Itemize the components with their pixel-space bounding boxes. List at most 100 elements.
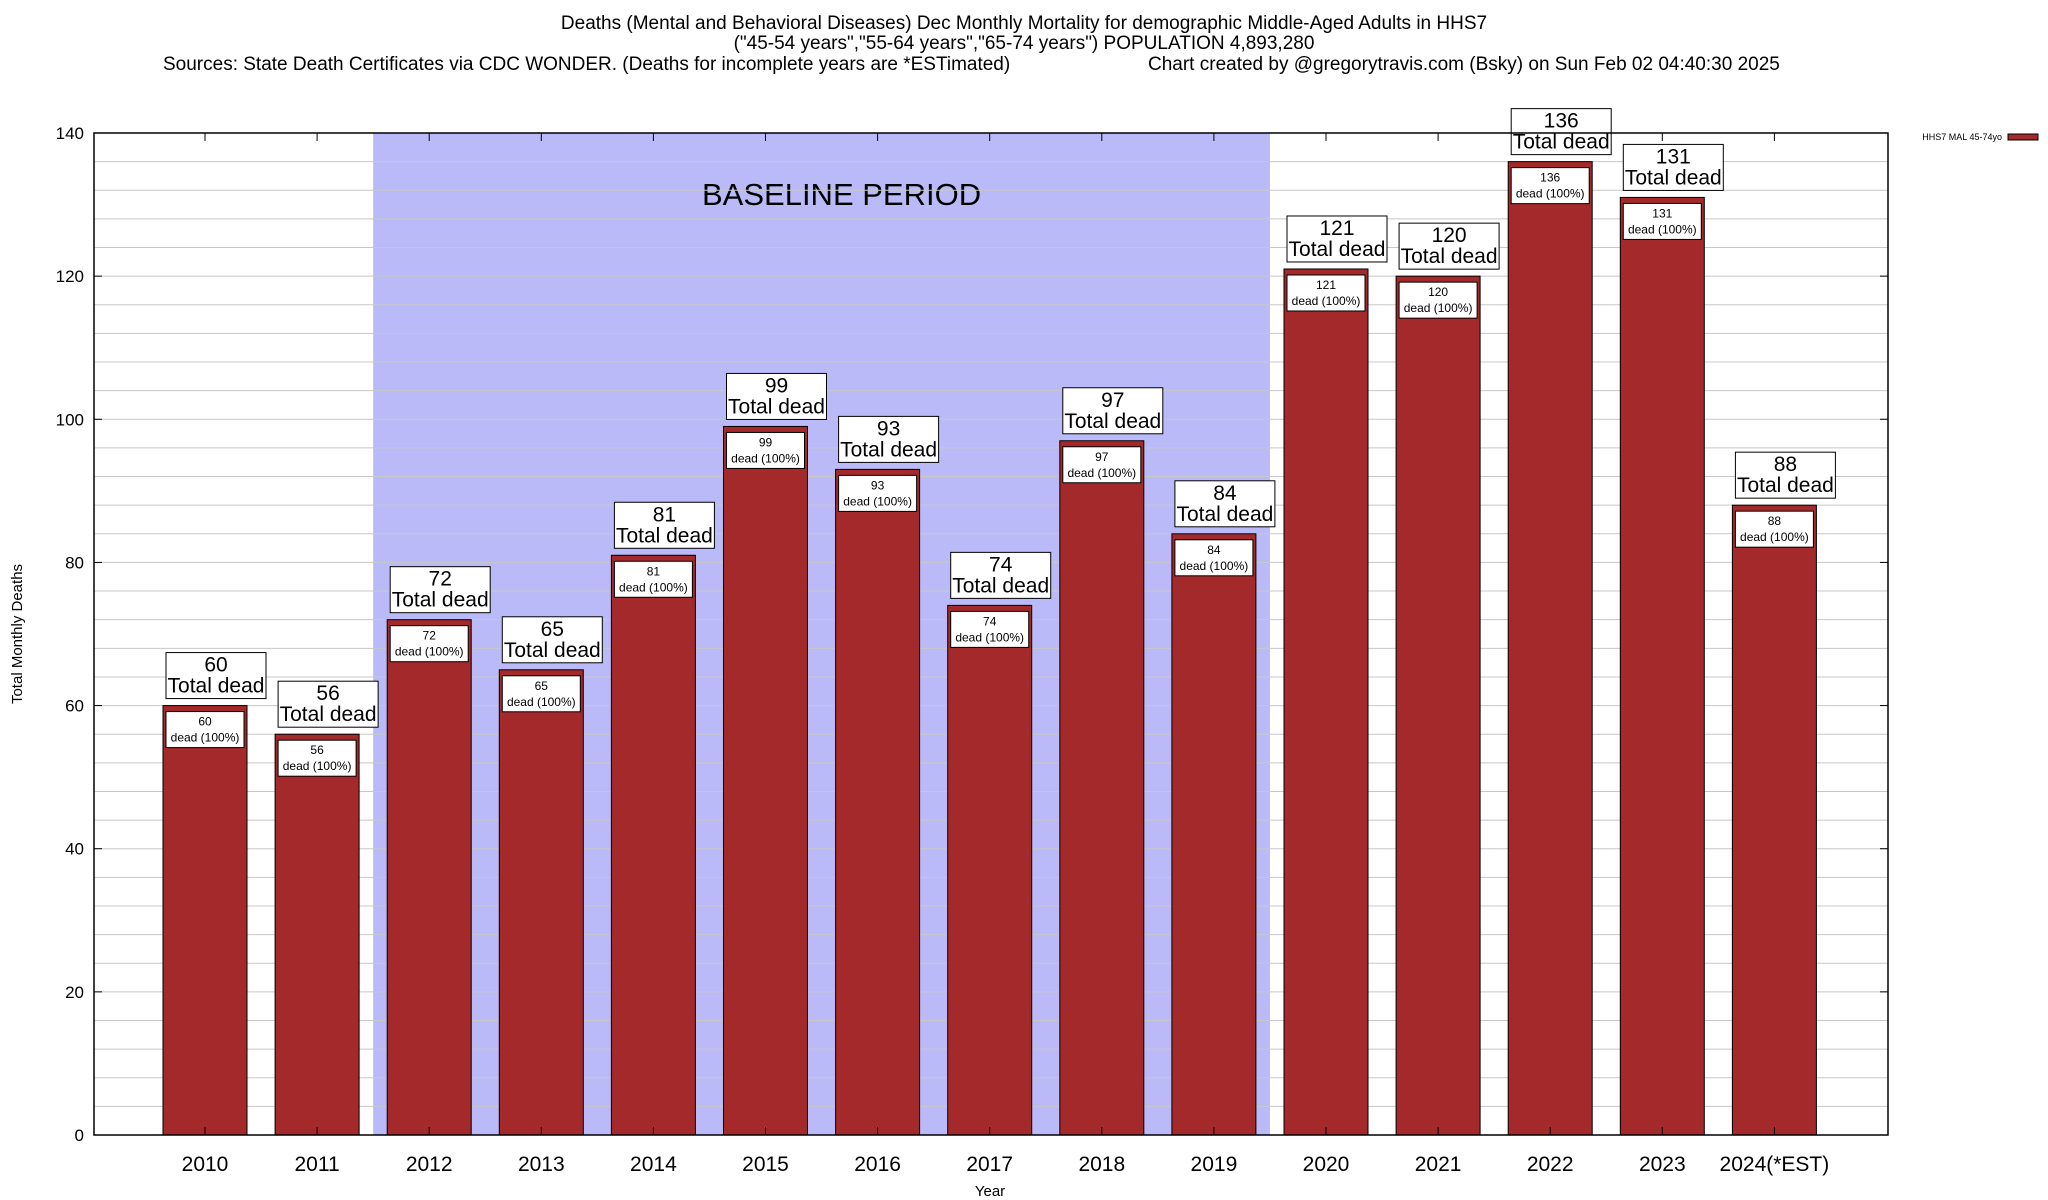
bar-inner-label: dead (100%) [1404,301,1473,315]
chart-subtitle: ("45-54 years","55-64 years","65-74 year… [733,33,1315,54]
bar-value-label: 88 [1774,453,1797,476]
bar-inner-value: 84 [1207,543,1221,557]
inner-label-box [1398,281,1478,319]
bar [1283,268,1369,1136]
y-tick-label: 120 [56,267,84,286]
x-tick-label: 2016 [854,1153,901,1176]
bar-inner-value: 74 [983,614,997,628]
x-tick-label: 2013 [518,1153,565,1176]
bar [1395,275,1481,1136]
bar [386,619,472,1136]
y-tick-label: 40 [65,840,84,859]
outer-label-box [1398,222,1500,270]
bar-total-label: Total dead [1737,474,1834,497]
bar-total-label: Total dead [168,675,265,698]
bar-inner-label: dead (100%) [507,695,576,709]
bar-value-label: 136 [1544,110,1579,133]
bar-total-label: Total dead [952,574,1049,597]
x-tick-label: 2020 [1303,1153,1350,1176]
legend-swatch [2007,133,2039,141]
bar-inner-label: dead (100%) [395,645,464,659]
bar-value-label: 74 [989,553,1013,576]
bar-total-label: Total dead [1513,131,1610,154]
bar [947,604,1033,1136]
inner-label-box [1622,202,1702,240]
bar-inner-label: dead (100%) [843,494,912,508]
bar-inner-value: 131 [1652,206,1672,220]
bar-total-label: Total dead [1401,245,1498,268]
x-tick-label: 2017 [966,1153,1013,1176]
bar [162,705,248,1136]
outer-label-box [838,415,940,463]
bar [1059,440,1145,1136]
bar-inner-label: dead (100%) [171,731,240,745]
x-tick-label: 2011 [295,1153,340,1176]
bar-value-label: 81 [653,503,676,526]
bar [274,733,360,1136]
bar-inner-value: 88 [1768,514,1782,528]
outer-label-box [726,372,827,420]
outer-label-box [501,616,603,664]
outer-label-box [389,566,491,614]
bar-inner-label: dead (100%) [1628,222,1697,236]
x-tick-label: 2024(*EST) [1720,1153,1830,1176]
bar-inner-value: 81 [647,564,661,578]
inner-label-box [389,625,469,663]
bar-inner-value: 97 [1095,450,1109,464]
x-tick-label: 2021 [1415,1153,1462,1176]
inner-label-box [1062,446,1142,484]
bar-inner-value: 60 [198,715,212,729]
chart-title: Deaths (Mental and Behavioral Diseases) … [560,13,1488,34]
bar-total-label: Total dead [1176,503,1273,526]
bar [1507,161,1593,1136]
outer-label-box [613,501,715,549]
bar-value-label: 72 [429,568,452,591]
bar [1619,196,1705,1136]
x-tick-label: 2012 [406,1153,453,1176]
y-tick-label: 0 [75,1126,84,1145]
chart-title-block: Deaths (Mental and Behavioral Diseases) … [0,14,2048,54]
bar-inner-value: 72 [423,629,437,643]
outer-label-box [1286,215,1388,263]
outer-label-box [1734,451,1836,499]
x-tick-label: 2010 [182,1153,229,1176]
bar-value-label: 97 [1101,389,1124,412]
inner-label-box [613,560,693,598]
bar-inner-label: dead (100%) [1292,294,1361,308]
outer-label-box [1622,143,1724,191]
bar-inner-label: dead (100%) [731,451,800,465]
bar-inner-label: dead (100%) [1180,559,1249,573]
bar-inner-value: 93 [871,478,885,492]
bar-total-label: Total dead [1289,238,1386,261]
bar-value-label: 65 [541,618,564,641]
inner-label-box [1734,510,1814,548]
inner-label-box [501,675,581,713]
bar-total-label: Total dead [392,589,489,612]
baseline-label: BASELINE PERIOD [702,177,981,212]
bar-inner-value: 56 [310,743,324,757]
x-tick-label: 2022 [1527,1153,1574,1176]
y-tick-label: 100 [56,410,84,429]
outer-label-box [1510,108,1612,156]
bar-value-label: 131 [1656,145,1691,168]
bar-inner-value: 136 [1540,171,1560,185]
bar [723,425,808,1136]
inner-label-box [950,610,1030,648]
chart-sources: Sources: State Death Certificates via CD… [163,54,1011,75]
x-tick-label: 2014 [630,1153,677,1176]
bar-value-label: 99 [765,374,788,397]
bar-value-label: 56 [316,682,339,705]
inner-label-box [1510,167,1590,205]
x-tick-label: 2015 [742,1153,789,1176]
bar-inner-value: 121 [1316,278,1336,292]
bar-total-label: Total dead [280,703,377,726]
chart-credit: Chart created by @gregorytravis.com (Bsk… [1148,54,1780,75]
inner-label-box [165,711,245,749]
outer-label-box [277,680,379,728]
y-tick-label: 140 [56,124,84,143]
plot-frame [93,132,1889,1136]
bar-total-label: Total dead [728,395,825,418]
y-tick-label: 80 [65,553,84,572]
bar-inner-label: dead (100%) [619,580,688,594]
